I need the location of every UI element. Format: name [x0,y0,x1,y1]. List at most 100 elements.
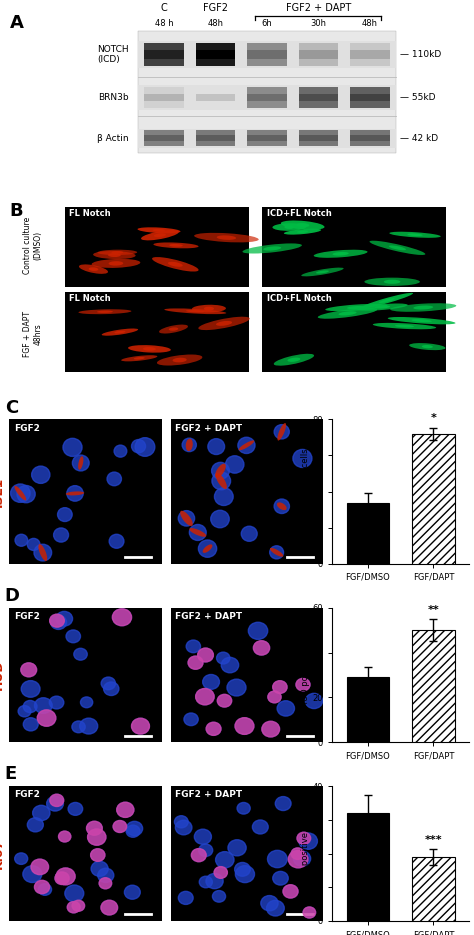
Circle shape [109,534,124,548]
Ellipse shape [141,230,179,240]
Circle shape [293,851,310,866]
Circle shape [51,615,66,629]
Circle shape [235,862,250,876]
Circle shape [214,488,233,506]
Circle shape [236,866,255,883]
Text: 6h: 6h [262,20,273,28]
Circle shape [267,850,287,868]
Circle shape [226,455,244,473]
Circle shape [262,721,280,737]
Ellipse shape [79,265,108,274]
Bar [299,94,338,101]
Circle shape [87,821,102,835]
Circle shape [74,648,87,660]
Ellipse shape [216,321,232,325]
Circle shape [227,679,246,696]
Circle shape [206,722,221,735]
Ellipse shape [297,230,308,233]
Ellipse shape [137,227,181,234]
Circle shape [175,820,192,835]
Circle shape [91,861,108,876]
Ellipse shape [217,236,236,240]
Text: BRN3b: BRN3b [99,94,129,102]
Bar [263,208,447,287]
Ellipse shape [413,306,433,309]
Circle shape [217,695,232,707]
Ellipse shape [318,308,377,319]
Bar [145,130,183,146]
Circle shape [186,640,201,653]
Circle shape [268,691,281,703]
Circle shape [55,872,69,885]
Y-axis label: Ki67: Ki67 [0,838,5,870]
Ellipse shape [409,343,446,350]
Bar [299,43,338,66]
Bar [145,136,183,141]
Ellipse shape [114,331,126,334]
Bar [138,41,396,68]
Ellipse shape [66,492,84,496]
Circle shape [274,499,290,513]
Circle shape [211,511,229,527]
Ellipse shape [93,251,136,259]
Bar [247,50,286,59]
Bar [196,130,235,146]
Ellipse shape [263,247,281,251]
Ellipse shape [243,243,302,253]
Circle shape [211,462,229,479]
Bar [347,677,389,742]
Circle shape [49,697,64,709]
Bar [350,130,390,146]
Circle shape [228,840,246,856]
Circle shape [188,656,203,669]
Ellipse shape [97,310,113,313]
Ellipse shape [121,355,157,361]
Bar [350,50,390,59]
Circle shape [303,907,316,918]
Circle shape [293,450,312,468]
Circle shape [191,849,206,862]
Bar [350,136,390,141]
Y-axis label: ISL1: ISL1 [0,477,5,507]
Circle shape [50,794,64,807]
Ellipse shape [91,259,140,268]
Ellipse shape [169,327,178,331]
Ellipse shape [192,305,226,312]
Ellipse shape [203,544,212,553]
Circle shape [214,867,228,878]
Circle shape [270,546,283,559]
Ellipse shape [154,242,199,249]
Ellipse shape [102,328,138,336]
Ellipse shape [198,317,250,330]
Ellipse shape [186,310,205,312]
Ellipse shape [287,357,301,362]
Ellipse shape [180,511,193,526]
Circle shape [178,511,195,526]
Circle shape [68,802,82,815]
Ellipse shape [357,304,408,310]
Circle shape [65,885,84,901]
Circle shape [135,438,155,456]
Circle shape [10,484,30,502]
Circle shape [126,825,140,838]
Ellipse shape [89,267,98,271]
Ellipse shape [390,303,456,311]
Ellipse shape [411,319,432,323]
Ellipse shape [134,357,145,360]
Circle shape [63,439,82,456]
Text: ICD+FL Notch: ICD+FL Notch [267,295,332,303]
Circle shape [54,528,69,542]
Circle shape [15,853,27,864]
Circle shape [254,640,270,655]
Circle shape [241,526,257,541]
Circle shape [291,848,304,859]
Circle shape [66,630,81,642]
Bar [412,630,455,742]
Ellipse shape [347,306,366,309]
Circle shape [196,688,214,705]
Bar [412,857,455,921]
Y-axis label: HUD: HUD [0,660,5,690]
Circle shape [31,859,48,874]
Text: FGF2: FGF2 [14,790,40,799]
Ellipse shape [109,261,123,266]
